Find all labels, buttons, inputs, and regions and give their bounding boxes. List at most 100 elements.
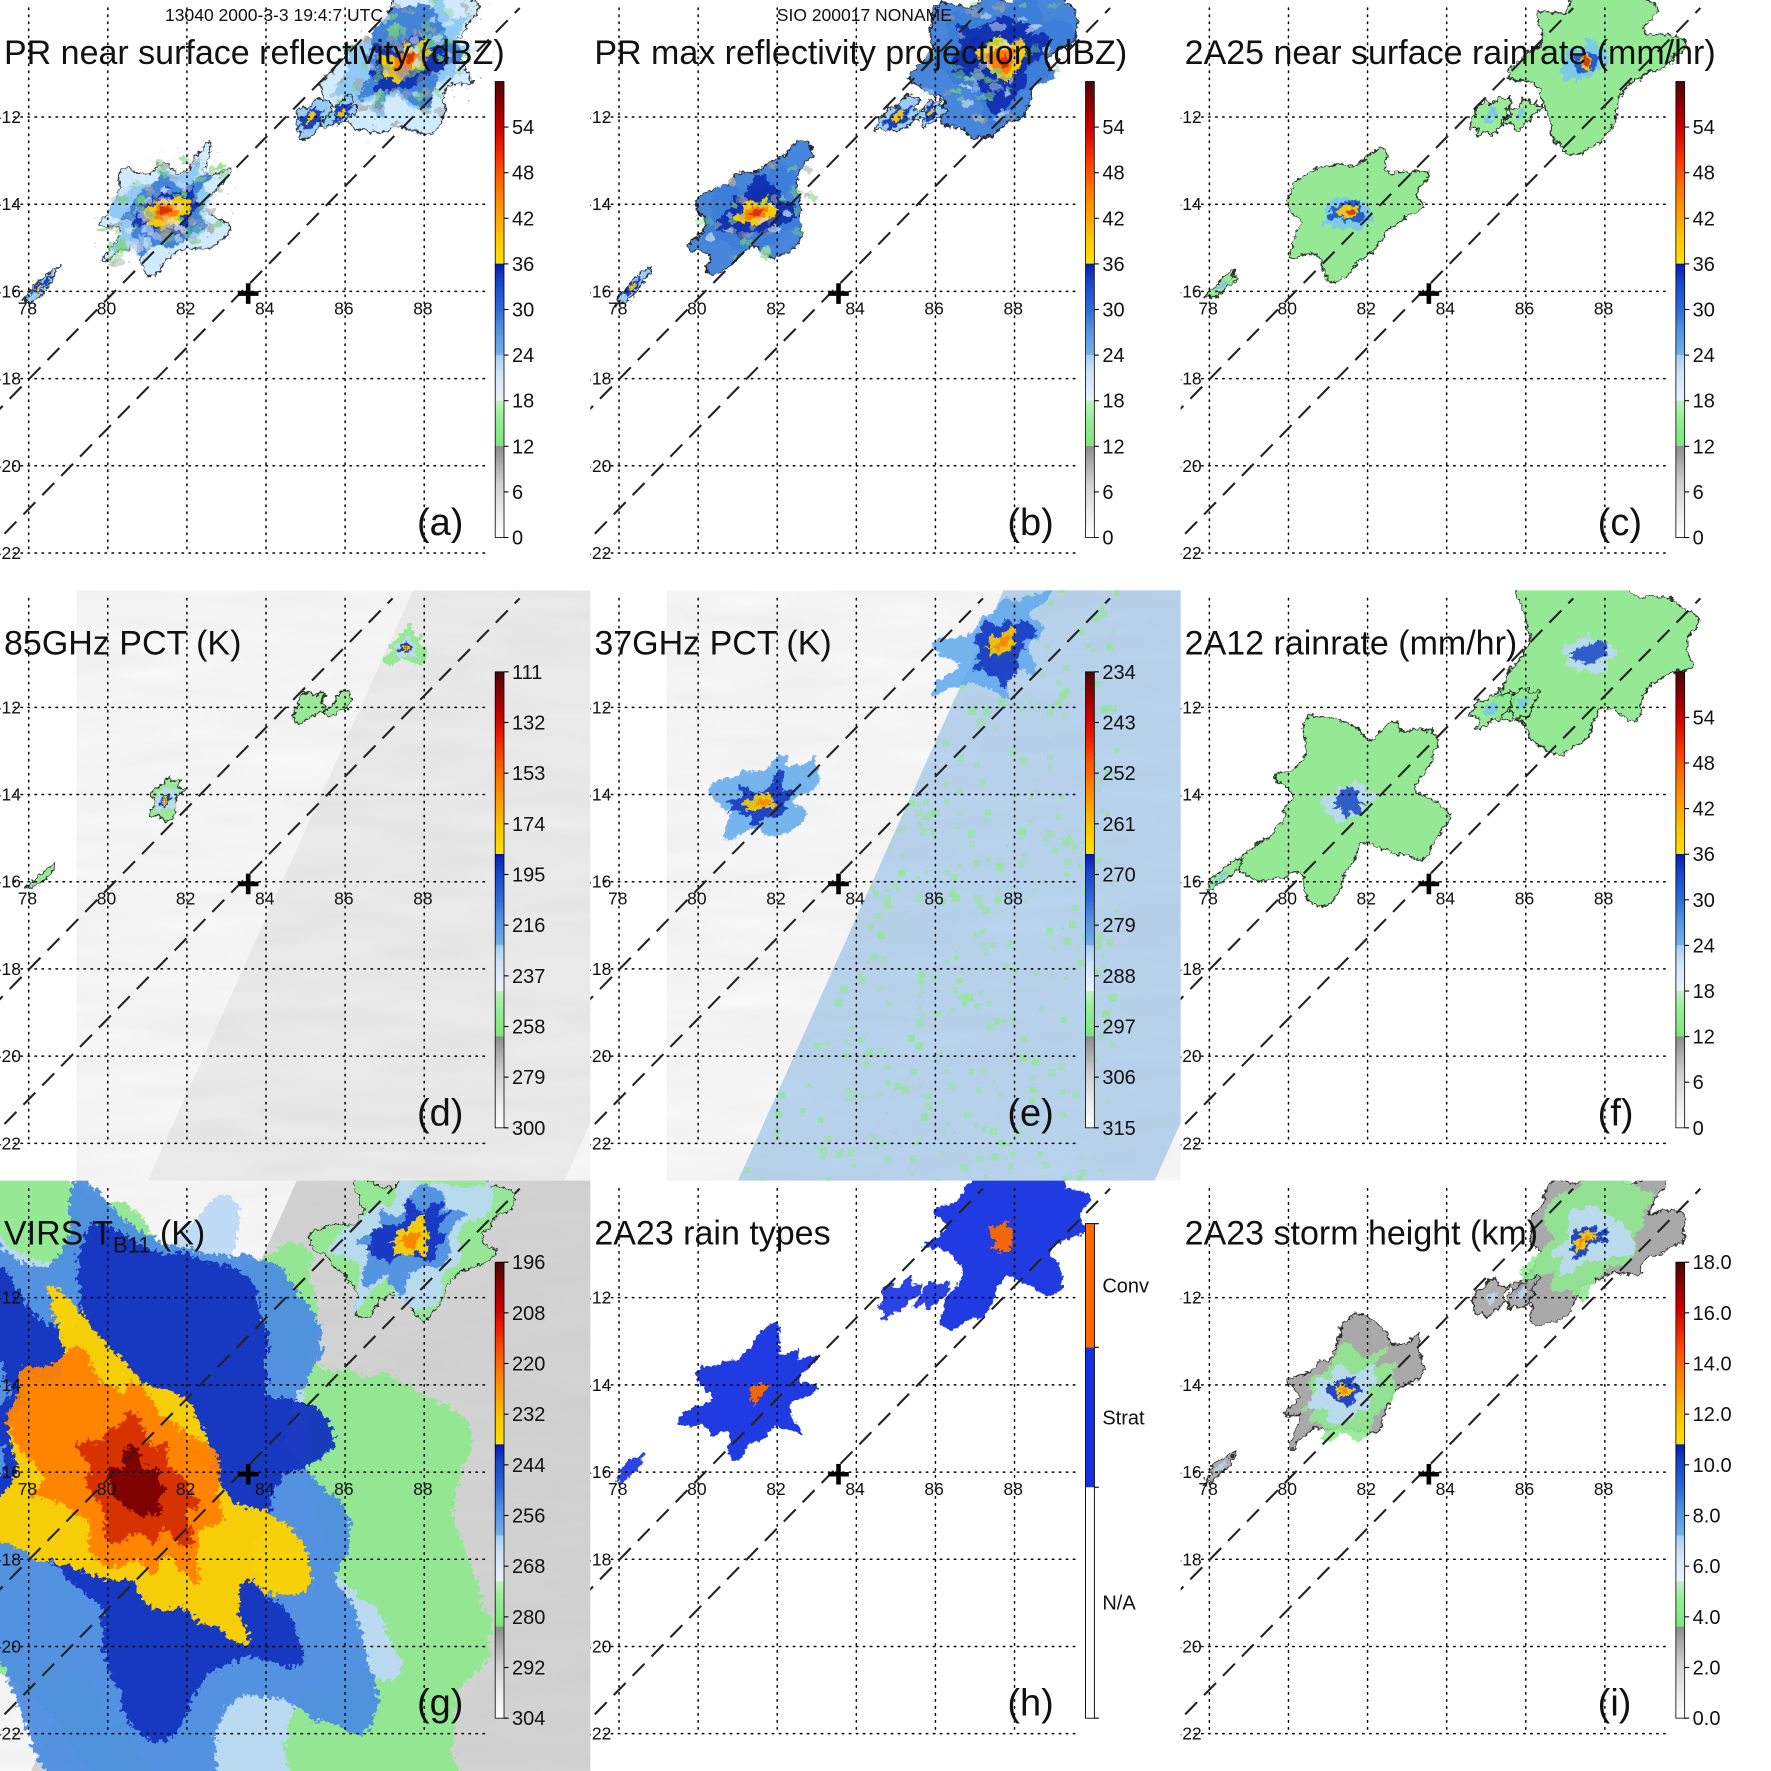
svg-text:-18: -18: [0, 1549, 21, 1569]
svg-text:(c): (c): [1598, 502, 1642, 544]
svg-text:24: 24: [1693, 935, 1715, 957]
svg-text:279: 279: [512, 1067, 545, 1089]
svg-text:88: 88: [1004, 889, 1023, 909]
svg-text:84: 84: [845, 1479, 865, 1499]
svg-text:82: 82: [766, 889, 785, 909]
svg-text:0: 0: [1693, 528, 1704, 550]
svg-text:88: 88: [413, 889, 432, 909]
svg-text:220: 220: [512, 1354, 545, 1376]
svg-text:0: 0: [1693, 1118, 1704, 1140]
svg-text:80: 80: [1277, 298, 1297, 318]
svg-text:-22: -22: [0, 1133, 21, 1153]
svg-text:(d): (d): [417, 1092, 463, 1134]
svg-text:86: 86: [1515, 298, 1534, 318]
svg-text:10.0: 10.0: [1693, 1455, 1732, 1477]
svg-text:84: 84: [255, 889, 275, 909]
svg-text:297: 297: [1102, 1017, 1135, 1039]
svg-text:-14: -14: [0, 1375, 21, 1395]
svg-text:82: 82: [766, 1479, 785, 1499]
svg-text:315: 315: [1102, 1118, 1135, 1140]
svg-text:24: 24: [1693, 345, 1715, 367]
svg-text:0: 0: [512, 528, 523, 550]
svg-text:Conv: Conv: [1102, 1275, 1149, 1297]
svg-text:SIO 200017 NONAME: SIO 200017 NONAME: [777, 5, 952, 25]
svg-text:30: 30: [512, 300, 534, 322]
svg-text:80: 80: [97, 298, 117, 318]
svg-text:6: 6: [1102, 482, 1113, 504]
svg-text:48: 48: [1693, 753, 1715, 775]
svg-text:18: 18: [1693, 391, 1715, 413]
svg-text:-16: -16: [0, 872, 21, 892]
svg-text:PR max reflectivity projection: PR max reflectivity projection (dBZ): [594, 34, 1127, 72]
svg-text:24: 24: [512, 345, 534, 367]
svg-text:88: 88: [1594, 889, 1613, 909]
svg-text:(i): (i): [1598, 1683, 1632, 1725]
svg-text:-12: -12: [0, 107, 21, 127]
svg-text:12.0: 12.0: [1693, 1404, 1732, 1426]
svg-text:84: 84: [1436, 889, 1456, 909]
svg-text:48: 48: [512, 163, 534, 185]
svg-text:(a): (a): [417, 502, 463, 544]
svg-text:268: 268: [512, 1556, 545, 1578]
svg-text:196: 196: [512, 1252, 545, 1274]
svg-text:-22: -22: [0, 1724, 21, 1744]
svg-text:48: 48: [1102, 163, 1124, 185]
svg-text:54: 54: [1102, 117, 1124, 139]
svg-text:13040 2000-3-3 19:4:7 UTC: 13040 2000-3-3 19:4:7 UTC: [165, 5, 383, 25]
svg-text:216: 216: [512, 915, 545, 937]
svg-text:2A23 rain types: 2A23 rain types: [594, 1215, 830, 1253]
svg-text:86: 86: [1515, 889, 1534, 909]
svg-text:234: 234: [1102, 662, 1135, 684]
svg-text:42: 42: [1102, 208, 1124, 230]
svg-text:2.0: 2.0: [1693, 1658, 1721, 1680]
svg-text:54: 54: [1693, 707, 1715, 729]
svg-text:(e): (e): [1007, 1092, 1053, 1134]
svg-text:-14: -14: [0, 194, 21, 214]
svg-text:14.0: 14.0: [1693, 1354, 1732, 1376]
svg-text:304: 304: [512, 1708, 545, 1730]
svg-text:86: 86: [1515, 1479, 1534, 1499]
svg-text:6.0: 6.0: [1693, 1556, 1721, 1578]
svg-text:84: 84: [255, 298, 275, 318]
svg-text:PR near surface reflectivity (: PR near surface reflectivity (dBZ): [4, 34, 505, 72]
svg-text:-18: -18: [0, 959, 21, 979]
svg-text:6: 6: [1693, 1072, 1704, 1094]
svg-text:54: 54: [512, 117, 534, 139]
svg-text:(b): (b): [1007, 502, 1053, 544]
svg-text:-20: -20: [0, 1046, 21, 1066]
svg-text:279: 279: [1102, 915, 1135, 937]
svg-text:80: 80: [97, 889, 117, 909]
svg-text:16.0: 16.0: [1693, 1303, 1732, 1325]
svg-text:36: 36: [1693, 254, 1715, 276]
svg-text:86: 86: [334, 889, 353, 909]
svg-text:86: 86: [334, 1479, 353, 1499]
svg-text:261: 261: [1102, 814, 1135, 836]
svg-text:82: 82: [1357, 1479, 1376, 1499]
svg-text:36: 36: [1693, 844, 1715, 866]
svg-text:84: 84: [1436, 1479, 1456, 1499]
svg-text:36: 36: [512, 254, 534, 276]
svg-text:42: 42: [1693, 208, 1715, 230]
svg-text:12: 12: [1693, 436, 1715, 458]
svg-text:288: 288: [1102, 966, 1135, 988]
svg-text:30: 30: [1102, 300, 1124, 322]
svg-text:292: 292: [512, 1658, 545, 1680]
svg-text:8.0: 8.0: [1693, 1506, 1721, 1528]
svg-text:-18: -18: [0, 369, 21, 389]
svg-text:88: 88: [1594, 298, 1613, 318]
svg-text:30: 30: [1693, 300, 1715, 322]
svg-text:86: 86: [924, 298, 943, 318]
svg-text:42: 42: [1693, 799, 1715, 821]
svg-text:300: 300: [512, 1118, 545, 1140]
svg-text:-12: -12: [0, 1288, 21, 1308]
svg-text:243: 243: [1102, 713, 1135, 735]
svg-text:-20: -20: [0, 456, 21, 476]
svg-text:36: 36: [1102, 254, 1124, 276]
svg-text:Strat: Strat: [1102, 1407, 1145, 1429]
svg-text:88: 88: [1004, 298, 1023, 318]
svg-text:232: 232: [512, 1404, 545, 1426]
svg-text:82: 82: [766, 298, 785, 318]
svg-text:-16: -16: [0, 1462, 21, 1482]
svg-text:2A12 rainrate (mm/hr): 2A12 rainrate (mm/hr): [1185, 624, 1518, 662]
svg-text:-14: -14: [0, 785, 21, 805]
